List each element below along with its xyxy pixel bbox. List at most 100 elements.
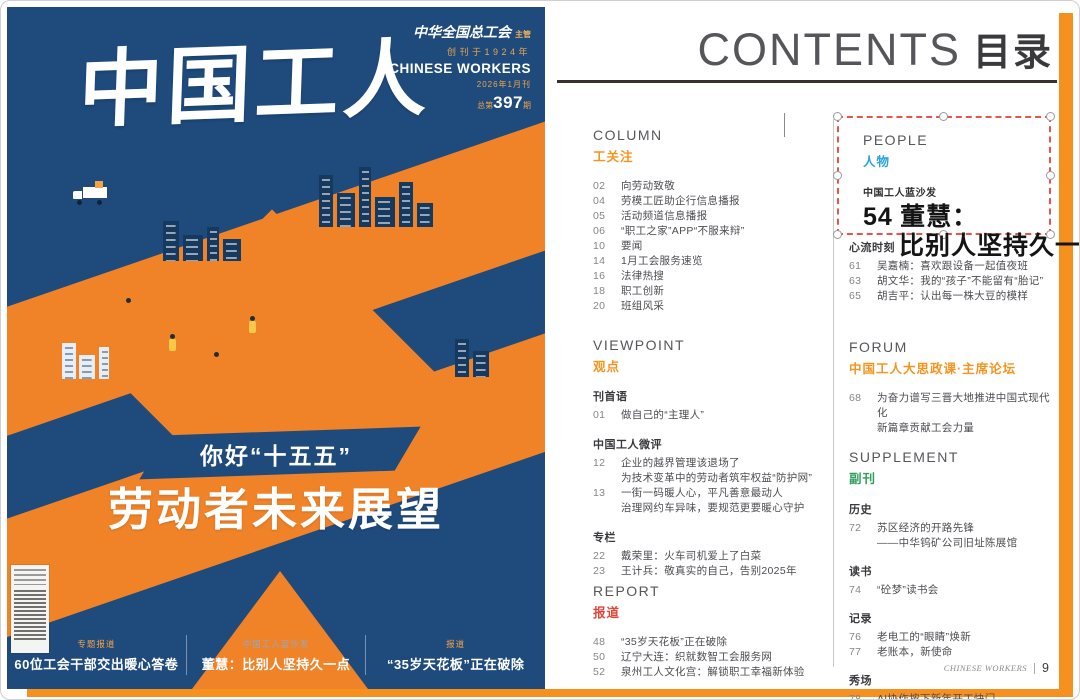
toc-entry: 48 “35岁天花板”正在破除 xyxy=(593,636,728,648)
group-heading: 中国工人微评 xyxy=(593,439,662,451)
building xyxy=(375,197,395,227)
toc-entry: 68 为奋力谱写三晋大地推进中国式现代化 xyxy=(849,392,1050,419)
teaser-tag: 专题报道 xyxy=(77,638,116,649)
section-heartflow: 心流时刻 61 吴嘉楠：喜欢跟设备一起值夜班 63 胡文华：我的“孩子”不能留有“胎… xyxy=(849,239,1054,304)
cover-masthead: 中华全国总工会 主管 创刊于1924年 CHINESE WORKERS 2026年… xyxy=(389,23,531,115)
issue-date: 2026年1月刊 xyxy=(476,80,531,90)
cover-illustration xyxy=(7,7,545,689)
building xyxy=(223,239,241,261)
cover-teaser-strip: 专题报道 60位工会干部交出暖心答卷 中国工人蓝沙发 董慧：比别人坚持久一点 报… xyxy=(7,635,545,675)
toc-entry: 05 活动频道信息播报 xyxy=(593,210,708,222)
section-label-zh: 副刊 xyxy=(849,472,877,486)
toc-entry: 22 戴荣里：火车司机爱上了白菜 xyxy=(593,550,762,562)
group-heading: 刊首语 xyxy=(593,391,628,403)
teaser-title: 60位工会干部交出暖心答卷 xyxy=(14,656,179,672)
caret-tick xyxy=(784,113,785,137)
teaser-item: 专题报道 60位工会干部交出暖心答卷 xyxy=(7,638,186,673)
worker-figure xyxy=(125,298,132,315)
group-heading: 专栏 xyxy=(593,532,616,544)
selection-handle[interactable] xyxy=(833,170,842,180)
toc-entry-continuation: ——中华钨矿公司旧址陈展馆 xyxy=(877,537,1018,549)
toc-entry: 18 职工创新 xyxy=(593,285,665,297)
cover-kicker: 你好“十五五” xyxy=(200,443,352,469)
building xyxy=(473,351,489,377)
building xyxy=(62,343,76,379)
cover-headline: 劳动者未来展望 xyxy=(107,484,444,535)
section-label-en: VIEWPOINT xyxy=(593,337,686,353)
selection-handle[interactable] xyxy=(939,112,948,121)
section-label-en: SUPPLEMENT xyxy=(849,449,959,465)
selection-handle[interactable] xyxy=(939,230,948,239)
open-magazine-spread: 中国工人 中华全国总工会 主管 创刊于1924年 CHINESE WORKERS … xyxy=(7,7,1079,699)
section-label-en: REPORT xyxy=(593,583,661,599)
contents-title-zh: 目录 xyxy=(972,32,1053,74)
section-people: PEOPLE 人物 中国工人蓝沙发 54 董慧： 比别人坚持久一点 xyxy=(863,132,1079,262)
header-rule xyxy=(557,80,1057,83)
toc-entry: 20 班组风采 xyxy=(593,300,665,312)
footer-page-number: 9 xyxy=(1042,661,1049,675)
worker-figure xyxy=(249,316,256,333)
worker-figure xyxy=(169,334,176,351)
toc-entry: 04 劳模工匠助企行信息播报 xyxy=(593,195,740,207)
isometric-road-triangle xyxy=(192,571,368,689)
toc-entry-continuation: 治理网约车异味，要规范更要暖心守护 xyxy=(621,502,805,514)
building xyxy=(183,235,203,261)
magazine-cover-page: 中国工人 中华全国总工会 主管 创刊于1924年 CHINESE WORKERS … xyxy=(7,7,545,689)
group-heading: 秀场 xyxy=(849,675,872,687)
group-heading: 读书 xyxy=(849,566,872,578)
building xyxy=(417,203,433,227)
publisher-role: 主管 xyxy=(515,30,531,39)
section-column: COLUMN 工关注 02 向劳动致敬 04 劳模工匠助企行信息播报 05 活动频道信… xyxy=(593,127,829,314)
selection-handle[interactable] xyxy=(1046,112,1055,121)
section-label-zh: 报道 xyxy=(593,606,621,620)
toc-entry: 78 AI协作按下新年开工快门 xyxy=(849,693,996,700)
selection-box[interactable]: PEOPLE 人物 中国工人蓝沙发 54 董慧： 比别人坚持久一点 xyxy=(833,112,1079,260)
toc-entry: 63 胡文华：我的“孩子”不能留有“胎记” xyxy=(849,275,1044,287)
issue-number-line: 总第397期 xyxy=(477,93,531,113)
building xyxy=(79,355,95,379)
toc-entry: 77 老账本，新使命 xyxy=(849,646,953,658)
building xyxy=(399,182,413,227)
building xyxy=(337,193,355,227)
building xyxy=(163,221,179,261)
building xyxy=(455,339,469,377)
teaser-divider xyxy=(365,635,367,675)
toc-entry: 01 做自己的“主理人” xyxy=(593,409,705,421)
toc-entry: 10 要闻 xyxy=(593,240,643,252)
toc-entry: 06 “职工之家”APP“不服来辩” xyxy=(593,225,745,237)
contents-title-en: CONTENTS xyxy=(697,24,961,75)
worker-figure xyxy=(213,352,220,369)
founded-line: 创刊于1924年 xyxy=(446,46,531,57)
group-heading: 记录 xyxy=(849,613,872,625)
building xyxy=(359,167,371,227)
section-label-zh: 人物 xyxy=(863,155,891,169)
toc-entry-continuation: 为技术变革中的劳动者筑牢权益“防护网” xyxy=(621,472,813,484)
toc-entry: 76 老电工的“眼睛”焕新 xyxy=(849,631,971,643)
selection-handle[interactable] xyxy=(1046,170,1055,180)
teaser-item: 报道 “35岁天花板”正在破除 xyxy=(366,638,545,673)
teaser-tag: 报道 xyxy=(446,638,466,649)
feature-title: 54 董慧： xyxy=(863,203,979,231)
building xyxy=(99,347,109,379)
group-heading: 心流时刻 xyxy=(849,242,895,254)
teaser-title: “35岁天花板”正在破除 xyxy=(386,656,525,672)
section-label-zh: 中国工人大思政课·主席论坛 xyxy=(849,362,1017,376)
teaser-item: 中国工人蓝沙发 董慧：比别人坚持久一点 xyxy=(187,638,366,673)
spine-barcode xyxy=(11,565,49,653)
group-heading: 历史 xyxy=(849,504,872,516)
teaser-divider xyxy=(185,635,187,675)
toc-entry: 14 1月工会服务速览 xyxy=(593,255,703,267)
footer-magazine-name: CHINESE WORKERS xyxy=(943,663,1028,673)
selection-handle[interactable] xyxy=(833,112,842,121)
building xyxy=(319,175,333,227)
toc-entry: 50 辽宁大连：织就数智工会服务网 xyxy=(593,651,773,663)
toc-entry: 12 企业的越界管理该退场了 xyxy=(593,457,740,469)
toc-entry-continuation: 新篇章贡献工会力量 xyxy=(877,422,975,434)
teaser-tag: 中国工人蓝沙发 xyxy=(242,638,310,649)
selection-handle[interactable] xyxy=(833,230,842,239)
column-divider xyxy=(833,119,834,667)
section-label-zh: 观点 xyxy=(593,360,621,374)
selection-handle[interactable] xyxy=(1046,230,1055,239)
page-footer: CHINESE WORKERS 9 xyxy=(944,661,1049,675)
english-title: CHINESE WORKERS xyxy=(389,61,531,77)
